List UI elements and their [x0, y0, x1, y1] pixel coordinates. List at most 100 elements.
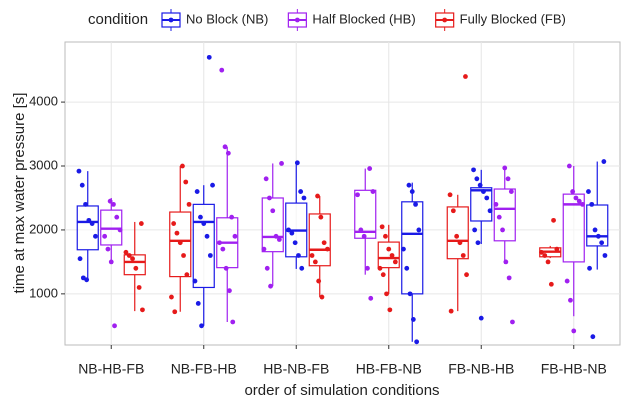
point: [587, 265, 592, 271]
point: [232, 233, 238, 239]
point: [114, 214, 120, 220]
point: [414, 339, 420, 345]
point: [207, 253, 213, 258]
box: [192, 203, 215, 289]
y-tick-label: 1000: [29, 285, 58, 300]
point: [201, 221, 207, 226]
point: [315, 193, 320, 199]
point: [86, 217, 92, 223]
point: [380, 272, 386, 278]
point: [475, 240, 481, 246]
legend: No Block (NB) Half Blocked (HB) Fully Bloc…: [161, 9, 566, 31]
point: [263, 176, 269, 182]
point: [409, 189, 415, 194]
point: [181, 253, 186, 258]
point: [361, 233, 367, 239]
point: [264, 265, 270, 271]
point: [580, 201, 585, 207]
box: [308, 213, 331, 267]
point: [474, 176, 480, 182]
point: [413, 201, 418, 207]
point: [172, 309, 178, 315]
point: [174, 230, 180, 236]
point: [601, 159, 607, 164]
box: [562, 193, 585, 263]
point: [219, 67, 225, 73]
panel: [64, 41, 621, 346]
point: [564, 278, 570, 284]
point: [496, 214, 502, 220]
point: [222, 144, 228, 150]
point: [267, 195, 272, 201]
point: [571, 328, 577, 334]
point: [503, 259, 509, 265]
point: [392, 259, 398, 265]
point: [325, 246, 330, 252]
box: [493, 188, 516, 242]
point: [229, 214, 235, 220]
point: [457, 240, 463, 246]
point: [79, 182, 85, 188]
point: [227, 288, 232, 294]
point: [169, 294, 174, 300]
point: [84, 277, 90, 283]
point: [318, 214, 324, 220]
point: [379, 224, 385, 230]
point: [89, 221, 95, 226]
point: [136, 285, 142, 290]
point: [171, 221, 177, 226]
point: [539, 249, 544, 255]
legend-title: condition: [88, 11, 148, 28]
point: [576, 198, 582, 204]
point: [123, 249, 129, 255]
point: [192, 278, 198, 284]
y-tick-label: 4000: [29, 94, 58, 109]
point: [138, 221, 144, 226]
point: [184, 272, 190, 278]
point: [270, 208, 276, 214]
point: [416, 227, 422, 233]
point: [460, 253, 466, 258]
point: [316, 278, 322, 284]
point: [389, 253, 395, 258]
point: [299, 265, 305, 271]
point: [370, 189, 376, 194]
legend-label: Fully Blocked (FB): [460, 11, 566, 26]
point: [296, 253, 301, 258]
x-tick-label: FB-HB-NB: [541, 361, 607, 377]
point: [301, 195, 307, 201]
point: [502, 165, 508, 171]
point: [105, 246, 111, 252]
point: [384, 291, 389, 297]
point: [454, 233, 460, 239]
point: [484, 195, 490, 201]
point: [407, 291, 413, 297]
point: [450, 208, 456, 214]
point: [194, 189, 200, 194]
box: [123, 254, 146, 276]
point: [102, 233, 108, 239]
point: [573, 195, 579, 201]
point: [505, 176, 511, 182]
point: [448, 308, 454, 314]
point: [477, 182, 483, 188]
point: [570, 189, 576, 194]
point: [204, 233, 210, 239]
point: [568, 297, 573, 303]
point: [117, 227, 123, 233]
point: [472, 227, 478, 233]
point: [355, 192, 360, 198]
point: [93, 233, 98, 239]
point: [183, 179, 189, 185]
point: [223, 265, 229, 271]
x-tick-label: NB-HB-FB: [78, 361, 144, 377]
point: [508, 189, 514, 194]
box: [586, 204, 609, 247]
point: [309, 253, 315, 258]
point: [551, 217, 556, 223]
box: [470, 187, 493, 222]
point: [321, 240, 327, 246]
point: [478, 315, 484, 321]
point: [545, 259, 551, 265]
